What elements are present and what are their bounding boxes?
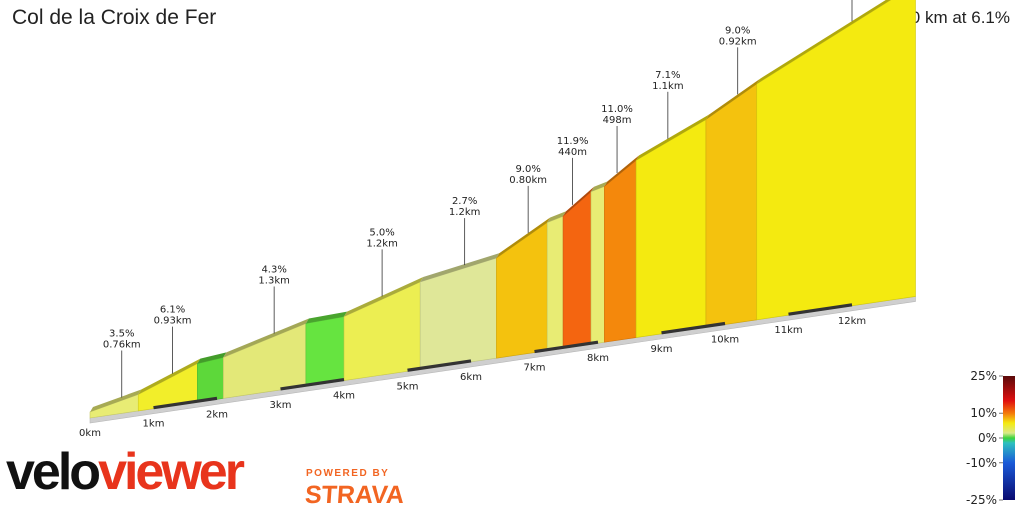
profile-layer [89, 0, 916, 424]
profile-segment-top [90, 389, 142, 412]
veloviewer-logo: veloviewer [6, 443, 245, 501]
annotation-grade: 3.5% [109, 328, 134, 339]
legend-tick-label: 25% [970, 369, 997, 383]
profile-segment-top [563, 186, 595, 217]
km-bar [788, 303, 853, 316]
profile-segment [756, 0, 916, 321]
profile-segment [590, 186, 605, 345]
logo-velo: velo [6, 443, 101, 501]
legend-tick-label: 10% [970, 406, 997, 420]
annotation-length: 0.93km [154, 316, 192, 327]
gradient-legend: 25% 10% 0% -10% -25% [966, 369, 1015, 507]
strava-logo: STRAVA [304, 481, 406, 509]
annotation-length: 1.3km [258, 276, 289, 287]
annotation-grade: 9.0% [725, 25, 750, 36]
km-tick-label: 8km [587, 353, 609, 364]
annotation-length: 440m [558, 147, 587, 158]
page-title: Col de la Croix de Fer [12, 6, 217, 29]
km-tick-label: 9km [651, 344, 673, 355]
annotation-length: 1.2km [366, 238, 397, 249]
profile-segment [604, 159, 637, 343]
profile-segment [197, 357, 224, 403]
profile-segment [705, 83, 758, 328]
annotation-grade: 11.9% [557, 136, 589, 147]
km-tick-label: 1km [143, 419, 165, 430]
km-tick-label: 6km [460, 372, 482, 383]
profile-segment-top [636, 114, 709, 161]
km-bar [407, 359, 472, 372]
annotation-grade: 9.0% [515, 164, 540, 175]
km-tick-label: 10km [711, 335, 739, 346]
annotation-length: 1.2km [449, 207, 480, 218]
distance-axis: 0km 1km 2km 3km 4km 5km 6km 7km 8km 9km 10km 11km 12… [79, 303, 866, 439]
legend-color-bar [1003, 376, 1015, 500]
profile-segment-top [197, 352, 227, 364]
annotation-grade: 11.0% [601, 104, 633, 115]
climb-summary: 13.0 km at 6.1% [887, 8, 1010, 27]
annotations-layer: 3.5%0.76km6.1%0.93km4.3%1.3km5.0%1.2km2.… [103, 0, 853, 398]
annotation-grade: 6.1% [160, 305, 185, 316]
profile-segment-top [420, 253, 500, 283]
profile-segment [546, 215, 564, 352]
profile-segment-top [705, 78, 760, 120]
km-tick-label: 7km [524, 363, 546, 374]
annotation-grade: 4.3% [261, 265, 286, 276]
profile-segment-top [756, 0, 891, 84]
profile-segment-top [344, 277, 424, 317]
profile-segment-top [547, 211, 567, 223]
profile-segment-top [138, 358, 201, 395]
legend-tick-label: 0% [978, 431, 997, 445]
km-tick-label: 2km [206, 409, 228, 420]
km-bar [661, 321, 726, 335]
legend-tick-label: -10% [966, 456, 997, 470]
annotation-length: 498m [603, 115, 632, 126]
powered-by-label: POWERED BY [306, 468, 390, 479]
profile-segment-top [496, 217, 551, 259]
profile-segment [562, 191, 592, 349]
annotation-length: 0.80km [509, 175, 547, 186]
km-bar [153, 396, 218, 410]
profile-segment [496, 221, 548, 359]
profile-segment-top [591, 181, 608, 192]
km-tick-label: 11km [774, 325, 802, 336]
legend-tick-label: -25% [966, 493, 997, 507]
km-tick-label: 4km [333, 391, 355, 402]
logo-viewer: viewer [98, 443, 245, 501]
profile-segment-top [223, 318, 309, 358]
km-tick-label: 3km [270, 400, 292, 411]
annotation-length: 1.1km [652, 81, 683, 92]
km-bar [534, 340, 599, 354]
profile-segment-top [305, 311, 347, 324]
profile-segment [305, 316, 345, 387]
profile-segment-top [604, 155, 640, 187]
annotation-length: 0.76km [103, 339, 141, 350]
annotation-grade: 2.7% [452, 196, 477, 207]
km-bar [280, 378, 345, 391]
km-tick-label: 0km [79, 428, 101, 439]
km-tick-label: 5km [397, 381, 419, 392]
annotation-grade: 7.1% [655, 70, 680, 81]
annotation-length: 0.92km [719, 36, 757, 47]
km-tick-label: 12km [838, 316, 866, 327]
annotation-grade: 5.0% [369, 227, 394, 238]
